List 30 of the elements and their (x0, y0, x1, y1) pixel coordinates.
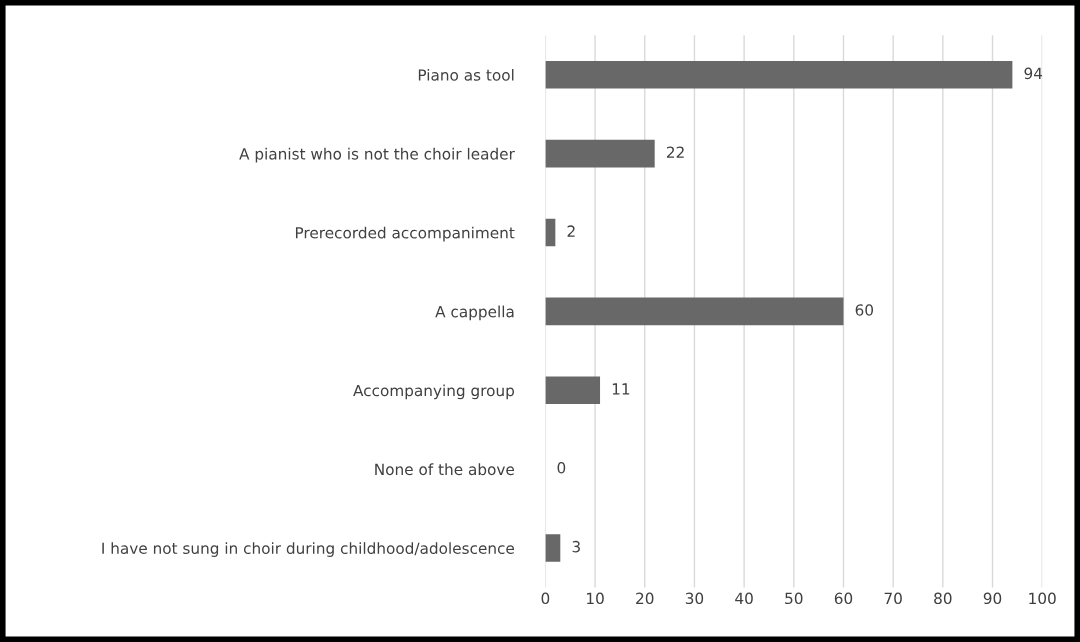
y-tick-label: Prerecorded accompaniment (295, 226, 515, 242)
bar (545, 376, 601, 405)
y-tick-label: A pianist who is not the choir leader (239, 147, 515, 163)
data-label: 22 (666, 146, 684, 158)
bar (545, 139, 655, 168)
x-tick-label: 90 (983, 592, 1002, 605)
bar (545, 534, 561, 562)
x-tick-label: 20 (636, 592, 654, 605)
data-label: 0 (557, 462, 566, 474)
y-tick-label: A cappella (435, 305, 514, 321)
x-tick-label: 80 (934, 592, 952, 605)
data-label: 94 (1024, 67, 1043, 80)
y-tick-label: I have not sung in choir during childhood/adolescence (102, 542, 515, 557)
y-tick-label: None of the above (375, 463, 515, 476)
x-tick-label: 70 (884, 592, 902, 605)
data-label: 3 (572, 540, 580, 553)
data-label: 2 (567, 225, 575, 237)
x-tick-label: 60 (834, 592, 853, 605)
x-tick-label: 10 (587, 592, 604, 605)
bar (545, 297, 844, 326)
x-tick-label: 0 (541, 592, 550, 605)
data-label: 11 (612, 383, 630, 395)
x-tick-label: 30 (685, 592, 704, 605)
bar (545, 60, 1013, 89)
y-tick-label: Accompanying group (353, 384, 515, 400)
data-label: 60 (855, 304, 874, 316)
x-tick-label: 100 (1029, 592, 1056, 605)
y-tick-label: Piano as tool (418, 68, 514, 81)
x-tick-label: 40 (735, 592, 753, 605)
x-tick-label: 50 (785, 592, 803, 605)
